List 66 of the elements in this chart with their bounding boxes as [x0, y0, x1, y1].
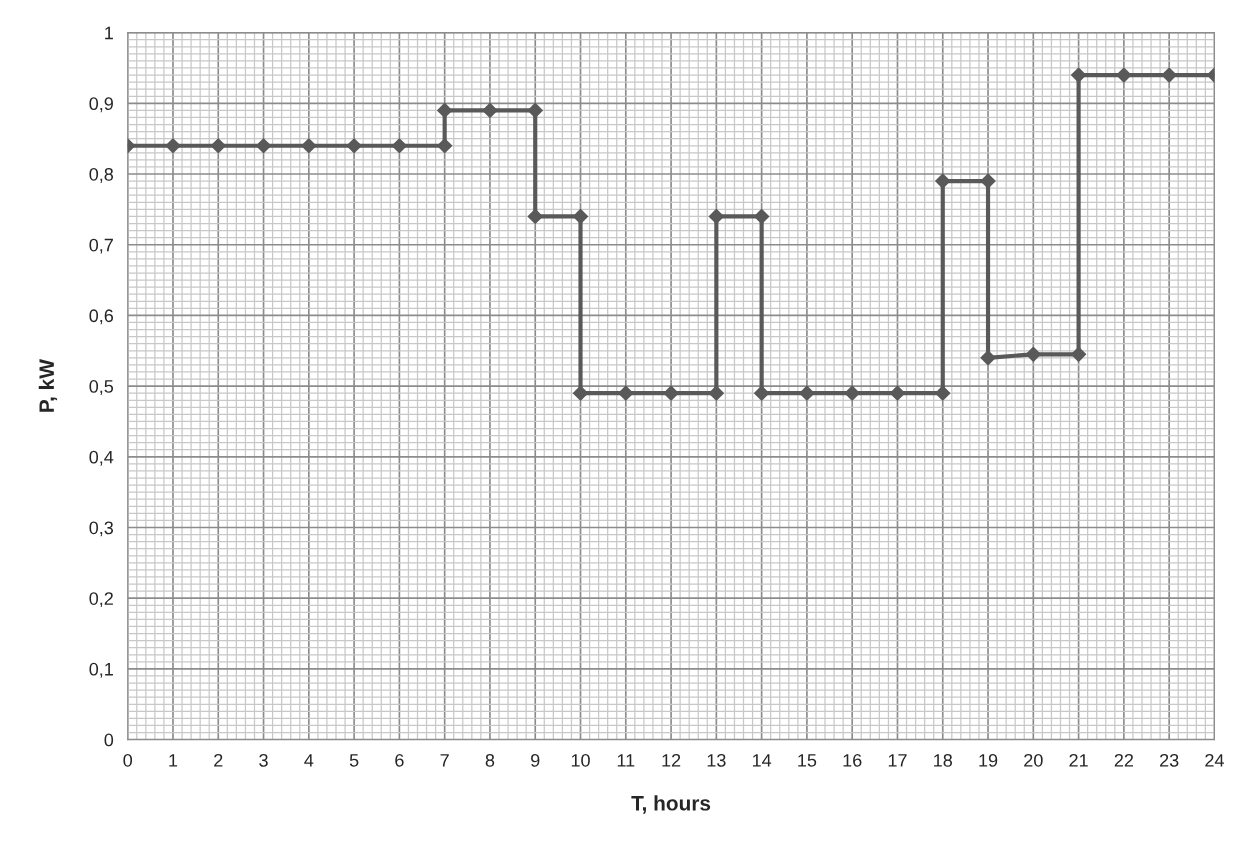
y-tick-label: 0,2 — [89, 592, 113, 608]
point — [1025, 346, 1042, 363]
point — [934, 385, 951, 402]
x-tick-label: 0 — [123, 753, 133, 767]
y-tick-label: 1 — [105, 26, 113, 40]
point — [572, 208, 589, 225]
x-tick-label: 21 — [1069, 753, 1088, 767]
y-tick-label: 0,8 — [89, 167, 114, 183]
x-tick-label: 20 — [1024, 753, 1043, 767]
x-tick-label: 7 — [440, 754, 449, 767]
x-tick-label: 14 — [752, 754, 772, 767]
point — [255, 137, 272, 154]
point — [934, 173, 951, 189]
point — [165, 137, 181, 154]
point — [753, 208, 770, 225]
x-axis-title: T, hours — [631, 795, 711, 814]
point — [572, 385, 589, 402]
point — [436, 137, 453, 154]
x-tick-label: 9 — [531, 753, 540, 767]
y-tick-label: 0,4 — [89, 450, 114, 466]
x-tick-label: 8 — [485, 753, 495, 767]
y-tick-label: 0,7 — [89, 238, 113, 254]
x-tick-label: 22 — [1114, 753, 1134, 767]
point — [482, 102, 498, 119]
point — [210, 137, 227, 154]
point — [1116, 67, 1132, 83]
point — [708, 208, 725, 225]
point — [1070, 67, 1087, 83]
point — [799, 385, 815, 402]
point — [889, 385, 906, 402]
x-tick-label: 13 — [707, 753, 726, 767]
y-tick-label: 0,3 — [89, 521, 114, 537]
x-tick-label: 6 — [395, 753, 404, 767]
x-tick-label: 3 — [259, 753, 268, 767]
point — [527, 208, 544, 225]
y-tick-label: 0,5 — [89, 380, 114, 395]
x-tick-label: 19 — [979, 753, 998, 767]
x-tick-label: 12 — [662, 753, 681, 767]
y-tick-label: 0,1 — [89, 662, 113, 678]
x-tick-label: 4 — [304, 754, 314, 767]
point — [346, 137, 362, 154]
y-axis-title: P, kW — [38, 359, 58, 412]
x-tick-label: 10 — [571, 753, 590, 767]
point — [617, 385, 634, 402]
point — [1070, 346, 1087, 363]
x-tick-label: 5 — [349, 754, 359, 767]
point — [391, 137, 408, 154]
x-tick-label: 1 — [169, 754, 178, 767]
point — [300, 137, 317, 154]
x-tick-label: 18 — [934, 753, 953, 767]
point — [663, 385, 679, 402]
point — [436, 102, 453, 119]
point — [708, 385, 725, 402]
y-tick-label: 0,6 — [89, 309, 114, 325]
y-tick-label: 0,9 — [89, 97, 113, 113]
x-tick-label: 24 — [1205, 753, 1224, 767]
x-tick-label: 15 — [798, 754, 817, 767]
point — [527, 102, 544, 119]
x-tick-label: 16 — [843, 753, 862, 767]
point — [753, 385, 770, 402]
y-tick-label: 0 — [104, 733, 114, 747]
x-tick-label: 17 — [888, 754, 907, 767]
x-tick-label: 2 — [214, 753, 223, 767]
x-tick-label: 11 — [617, 754, 635, 767]
x-tick-label: 23 — [1160, 753, 1179, 767]
point — [980, 173, 996, 189]
